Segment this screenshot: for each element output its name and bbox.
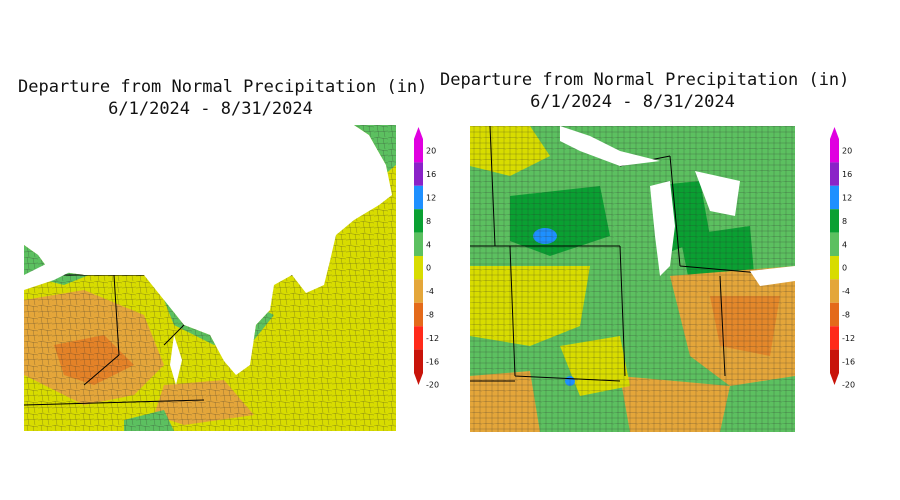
legend-tick-label: -16	[426, 357, 439, 366]
map-title-text: Departure from Normal Precipitation (in)	[18, 77, 428, 97]
legend-swatch	[414, 162, 423, 186]
legend-tick-label: -8	[426, 311, 434, 320]
legend-swatch	[830, 232, 839, 256]
legend-swatch	[830, 162, 839, 186]
precip-map-midwest	[470, 126, 795, 432]
legend-tick-label: 0	[426, 264, 431, 273]
legend-tick-label: -12	[426, 334, 439, 343]
legend-bar: 20 16 12 8 4 0 -4 -8 -12 -16 -20	[830, 127, 855, 390]
legend-swatch	[414, 326, 423, 350]
legend-swatch	[830, 139, 839, 163]
legend-northeast: 20 16 12 8 4 0 -4 -8 -12 -16 -20	[410, 125, 450, 414]
legend-arrow-top	[414, 127, 423, 139]
lake-ontario	[134, 215, 194, 237]
legend-tick-label: -4	[842, 287, 850, 296]
legend-swatch	[830, 209, 839, 233]
legend-swatch	[830, 185, 839, 210]
legend-arrow-top	[830, 127, 839, 139]
lake-erie	[750, 266, 795, 286]
legend-tick-label: 4	[842, 240, 847, 249]
lake-michigan	[650, 181, 675, 276]
legend-tick-label: 16	[842, 170, 852, 179]
legend-tick-label: 8	[842, 217, 847, 226]
legend-tick-label: -12	[842, 334, 855, 343]
lake-huron	[695, 171, 740, 216]
legend-arrow-bottom	[414, 373, 423, 385]
legend-bar: 20 16 12 8 4 0 -4 -8 -12 -16 -20	[414, 127, 439, 390]
map-title: Departure from Normal Precipitation (in)…	[440, 69, 850, 113]
lake-superior	[560, 126, 660, 166]
legend-swatch	[414, 139, 423, 163]
legend-swatch	[830, 349, 839, 373]
map-period-text: 6/1/2024 - 8/31/2024	[108, 99, 313, 119]
legend-swatch	[414, 209, 423, 233]
land-area	[470, 126, 795, 432]
legend-tick-label: 20	[842, 147, 852, 156]
legend-swatch	[414, 256, 423, 280]
legend-midwest: 20 16 12 8 4 0 -4 -8 -12 -16 -20	[826, 125, 866, 414]
legend-tick-label: 0	[842, 264, 847, 273]
legend-swatch	[830, 279, 839, 303]
precip-map-northeast	[24, 125, 396, 431]
legend-tick-label: 8	[426, 217, 431, 226]
legend-tick-label: -20	[842, 381, 855, 390]
legend-swatch	[414, 232, 423, 256]
legend-tick-label: -16	[842, 357, 855, 366]
map-title: Departure from Normal Precipitation (in)…	[18, 76, 428, 120]
legend-arrow-bottom	[830, 373, 839, 385]
legend-tick-label: -20	[426, 381, 439, 390]
legend-swatch	[414, 302, 423, 327]
legend-swatch	[414, 279, 423, 303]
map-title-text: Departure from Normal Precipitation (in)	[440, 70, 850, 90]
legend-swatch	[830, 326, 839, 350]
legend-swatch	[830, 302, 839, 327]
chesapeake-bay	[170, 335, 182, 385]
lake-erie	[24, 250, 94, 290]
legend-tick-label: 12	[842, 194, 852, 203]
legend-tick-label: 4	[426, 240, 431, 249]
legend-tick-label: -8	[842, 311, 850, 320]
map-period-text: 6/1/2024 - 8/31/2024	[530, 92, 735, 112]
legend-swatch	[414, 185, 423, 210]
legend-swatch	[830, 256, 839, 280]
legend-tick-label: 20	[426, 147, 436, 156]
legend-tick-label: 12	[426, 194, 436, 203]
legend-tick-label: -4	[426, 287, 434, 296]
legend-tick-label: 16	[426, 170, 436, 179]
legend-swatch	[414, 349, 423, 373]
land-area	[24, 125, 396, 431]
